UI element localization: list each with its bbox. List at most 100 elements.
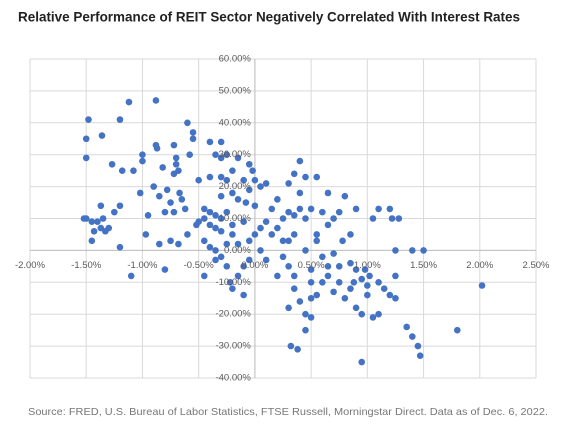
point: [217, 173, 225, 181]
point: [178, 196, 186, 203]
point: [347, 231, 354, 238]
point: [249, 167, 256, 174]
x-tick-label: 0.00%: [241, 260, 268, 271]
point: [285, 263, 292, 270]
point: [414, 342, 422, 350]
point: [159, 164, 166, 171]
point: [240, 218, 247, 225]
point: [251, 202, 259, 210]
x-tick-label: -1.00%: [127, 260, 158, 271]
point: [229, 285, 236, 292]
point: [369, 215, 377, 222]
point: [206, 208, 214, 216]
point: [223, 240, 231, 248]
point: [395, 215, 403, 222]
point: [302, 310, 309, 318]
point: [358, 275, 366, 283]
point: [352, 205, 360, 213]
point: [361, 266, 369, 273]
point: [375, 310, 382, 318]
point: [223, 263, 231, 270]
point: [380, 285, 388, 292]
point: [156, 192, 163, 200]
point: [206, 243, 214, 251]
point: [212, 247, 219, 254]
point: [97, 202, 105, 210]
point: [189, 135, 197, 143]
point: [366, 272, 373, 280]
point: [163, 186, 171, 194]
x-tick-label: -1.50%: [71, 260, 102, 271]
point: [294, 345, 301, 353]
point: [296, 189, 304, 197]
point: [290, 285, 298, 292]
point: [80, 215, 88, 222]
point: [409, 333, 416, 340]
point: [150, 183, 157, 190]
point: [223, 176, 231, 184]
point: [94, 218, 101, 225]
point: [245, 160, 253, 168]
point: [330, 215, 337, 222]
point: [416, 352, 424, 359]
chart-title: Relative Performance of REIT Sector Nega…: [18, 9, 520, 25]
y-tick-label: 60.00%: [219, 54, 252, 65]
point: [386, 205, 394, 213]
point: [302, 173, 309, 181]
point: [302, 326, 309, 334]
point: [200, 215, 208, 222]
point: [229, 167, 236, 174]
point: [287, 342, 295, 350]
point: [186, 151, 193, 158]
point: [82, 135, 90, 143]
point: [212, 212, 219, 219]
y-tick-label: -40.00%: [215, 373, 251, 384]
point: [240, 263, 247, 270]
point: [352, 304, 360, 312]
point: [223, 151, 231, 158]
point: [226, 279, 234, 286]
point: [176, 189, 183, 197]
y-tick-label: 50.00%: [219, 85, 252, 96]
point: [335, 208, 343, 216]
point: [350, 279, 358, 286]
point: [341, 294, 349, 302]
point: [153, 145, 161, 152]
point: [156, 240, 163, 248]
point: [161, 208, 169, 216]
point: [375, 279, 382, 286]
point: [262, 218, 270, 225]
point: [234, 272, 242, 280]
point: [116, 243, 124, 251]
point: [392, 247, 399, 254]
point: [453, 326, 461, 334]
source-note: Source: FRED, U.S. Bureau of Labor Stati…: [28, 406, 548, 418]
point: [324, 272, 332, 280]
point: [285, 237, 292, 245]
point: [105, 224, 113, 232]
point: [111, 208, 118, 216]
point: [245, 237, 253, 245]
point: [167, 199, 174, 206]
y-tick-label: -10.00%: [215, 277, 251, 288]
point: [245, 256, 253, 264]
point: [285, 304, 292, 312]
point: [290, 272, 298, 280]
point: [262, 180, 270, 187]
point: [200, 272, 208, 280]
point: [251, 231, 259, 238]
point: [217, 215, 225, 222]
point: [200, 237, 208, 245]
point: [313, 231, 321, 238]
x-tick-label: 0.50%: [298, 260, 325, 271]
point: [181, 205, 189, 213]
point: [170, 208, 178, 216]
point: [240, 176, 247, 184]
point: [125, 98, 133, 106]
point: [88, 218, 96, 225]
point: [245, 186, 253, 194]
y-tick-label: -30.00%: [215, 341, 251, 352]
point: [217, 227, 225, 235]
point: [172, 160, 180, 168]
y-tick-label: 20.00%: [219, 181, 252, 192]
